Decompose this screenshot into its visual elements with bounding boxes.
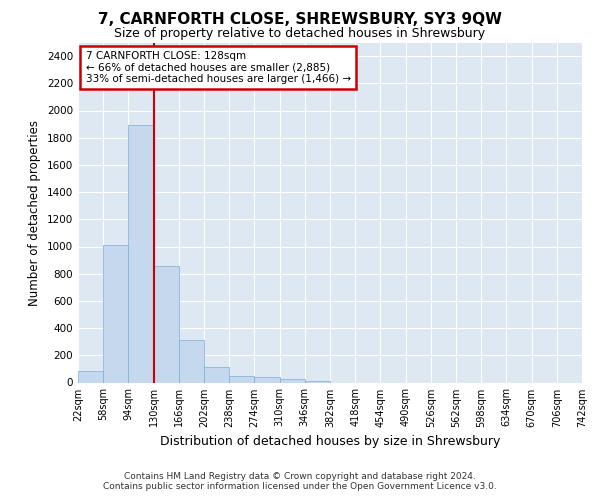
Text: Size of property relative to detached houses in Shrewsbury: Size of property relative to detached ho… <box>115 28 485 40</box>
Bar <box>78 371 103 382</box>
Bar <box>204 367 229 382</box>
Bar <box>128 126 154 382</box>
Bar <box>154 266 179 382</box>
Bar <box>103 245 128 382</box>
Y-axis label: Number of detached properties: Number of detached properties <box>28 120 41 306</box>
Bar <box>229 376 254 382</box>
Text: 7 CARNFORTH CLOSE: 128sqm
← 66% of detached houses are smaller (2,885)
33% of se: 7 CARNFORTH CLOSE: 128sqm ← 66% of detac… <box>86 51 350 84</box>
Bar <box>305 381 330 382</box>
X-axis label: Distribution of detached houses by size in Shrewsbury: Distribution of detached houses by size … <box>160 435 500 448</box>
Text: Contains HM Land Registry data © Crown copyright and database right 2024.
Contai: Contains HM Land Registry data © Crown c… <box>103 472 497 491</box>
Text: 7, CARNFORTH CLOSE, SHREWSBURY, SY3 9QW: 7, CARNFORTH CLOSE, SHREWSBURY, SY3 9QW <box>98 12 502 28</box>
Bar <box>179 340 204 382</box>
Bar <box>280 378 305 382</box>
Bar <box>254 378 280 382</box>
